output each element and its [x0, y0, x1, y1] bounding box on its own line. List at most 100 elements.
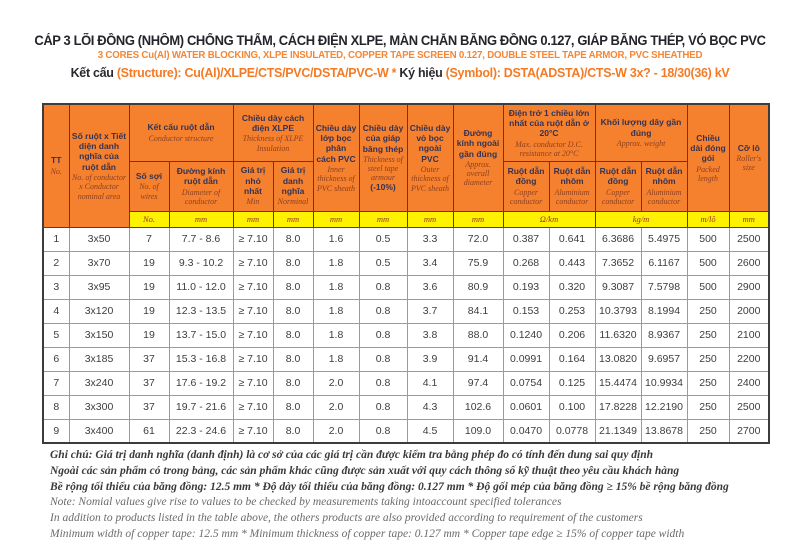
data-cell: 3	[42, 274, 70, 300]
conductor-area-label-vi: Số ruột x Tiết diện danh nghĩa của ruột …	[71, 130, 127, 172]
min-label-en: Min	[246, 197, 260, 207]
data-cell: 7.3652	[594, 250, 642, 276]
structure-value: (Structure): Cu(Al)/XLPE/CTS/PVC/DSTA/PV…	[116, 65, 400, 80]
data-cell: 9	[42, 418, 70, 444]
col-header-roller-size: Cỡ lô Roller's size	[728, 103, 770, 212]
data-cell: 15.3 - 16.8	[168, 346, 234, 372]
table-row: 9 3x400 61 22.3 - 24.6 ≥ 7.10 8.0 2.0 0.8 4.5 109…	[42, 418, 770, 444]
copper-label-en: Copper conductor	[601, 187, 635, 206]
data-cell: 0.641	[548, 226, 596, 252]
outer-pvc-label-vi: Chiều dày vỏ bọc ngoài PVC	[409, 122, 451, 164]
data-cell: 0.8	[358, 346, 408, 372]
data-cell: 2700	[728, 418, 770, 444]
data-cell: 19	[128, 322, 170, 348]
unit-cell: mm	[728, 210, 770, 228]
data-cell: 500	[686, 250, 730, 276]
data-cell: 8.0	[272, 298, 314, 324]
symbol-label: Ký hiệu	[399, 65, 446, 80]
data-cell: 8.0	[272, 370, 314, 396]
data-cell: 2.0	[312, 418, 360, 444]
note-vi: Bề rộng tối thiểu của băng đồng: 12.5 mm…	[50, 480, 729, 493]
data-cell: 0.1240	[502, 322, 550, 348]
data-cell: 0.153	[502, 298, 550, 324]
data-cell: 1.8	[312, 250, 360, 276]
unit-cell: Ω/km	[502, 210, 596, 228]
structure-symbol-line: Kết cấu (Structure): Cu(Al)/XLPE/CTS/PVC…	[16, 65, 784, 80]
col-header-outer-pvc: Chiều dày vỏ bọc ngoài PVC Outer thickne…	[406, 103, 454, 212]
packed-length-label-vi: Chiều dài đóng gói	[690, 132, 726, 164]
aluminium-label-en: Aluminium conductor	[646, 187, 682, 206]
data-cell: ≥ 7.10	[232, 250, 274, 276]
data-cell: 109.0	[452, 418, 504, 444]
data-cell: 8.0	[272, 346, 314, 372]
data-cell: ≥ 7.10	[232, 394, 274, 420]
data-cell: 6.1167	[640, 250, 688, 276]
data-cell: 21.1349	[594, 418, 642, 444]
data-cell: 0.443	[548, 250, 596, 276]
data-cell: 3x70	[68, 250, 130, 276]
data-cell: 3x50	[68, 226, 130, 252]
data-cell: 9.3087	[594, 274, 642, 300]
data-cell: ≥ 7.10	[232, 370, 274, 396]
data-cell: 0.5	[358, 226, 408, 252]
table-row: 1 3x50 7 7.7 - 8.6 ≥ 7.10 8.0 1.6 0.5 3.3 72.0 0.3…	[42, 226, 770, 252]
data-cell: 37	[128, 370, 170, 396]
col-header-packed-length: Chiều dài đóng gói Packed length	[686, 103, 730, 212]
data-cell: 12.2190	[640, 394, 688, 420]
data-cell: 1.8	[312, 298, 360, 324]
diameter-label-en: Diameter of conductor	[181, 187, 221, 206]
data-cell: 5	[42, 322, 70, 348]
data-cell: 10.3793	[594, 298, 642, 324]
data-cell: 72.0	[452, 226, 504, 252]
steel-tape-tolerance: (-10%)	[370, 182, 396, 193]
col-header-min: Giá trị nhỏ nhất Min	[232, 160, 274, 212]
data-cell: 3x400	[68, 418, 130, 444]
roller-size-label-en: Roller's size	[736, 154, 762, 173]
data-cell: 19.7 - 21.6	[168, 394, 234, 420]
data-cell: 250	[686, 370, 730, 396]
data-cell: 3.3	[406, 226, 454, 252]
weight-label-vi: Khối lượng dây gần đúng	[600, 117, 682, 138]
note-en: Note: Nomial values give rise to values …	[50, 496, 562, 509]
data-cell: ≥ 7.10	[232, 346, 274, 372]
data-cell: 13.8678	[640, 418, 688, 444]
unit-cell: mm	[406, 210, 454, 228]
symbol-value: (Symbol): DSTA(ADSTA)/CTS-W 3x? - 18/30(…	[445, 65, 730, 80]
data-cell: 22.3 - 24.6	[168, 418, 234, 444]
data-cell: 500	[686, 226, 730, 252]
data-cell: 102.6	[452, 394, 504, 420]
data-cell: 4.1	[406, 370, 454, 396]
data-cell: 3.6	[406, 274, 454, 300]
tt-label-vi: TT	[51, 155, 62, 166]
data-cell: 0.125	[548, 370, 596, 396]
data-cell: 9.6957	[640, 346, 688, 372]
data-cell: 8.0	[272, 322, 314, 348]
data-cell: 13.0820	[594, 346, 642, 372]
data-cell: 97.4	[452, 370, 504, 396]
data-cell: 2.0	[312, 370, 360, 396]
data-cell: 3.9	[406, 346, 454, 372]
data-cell: 0.164	[548, 346, 596, 372]
data-cell: 6.3686	[594, 226, 642, 252]
aluminium-label-en: Aluminium conductor	[554, 187, 590, 206]
data-cell: 19	[128, 250, 170, 276]
data-cell: 0.8	[358, 370, 408, 396]
data-cell: 6	[42, 346, 70, 372]
col-header-resistance-aluminium: Ruột dẫn nhôm Aluminium conductor	[548, 160, 596, 212]
data-cell: 0.100	[548, 394, 596, 420]
wires-label-en: No. of wires	[139, 182, 159, 201]
inner-pvc-label-vi: Chiều dày lớp bọc phân cách PVC	[315, 122, 357, 164]
data-cell: 0.0754	[502, 370, 550, 396]
outer-pvc-label-en: Outer thickness of PVC sheath	[411, 165, 450, 193]
data-cell: 0.8	[358, 322, 408, 348]
data-cell: 250	[686, 346, 730, 372]
data-cell: 15.4474	[594, 370, 642, 396]
note-en: In addition to products listed in the ta…	[50, 512, 643, 525]
diameter-label-vi: Đường kính ruột dẫn	[176, 165, 226, 187]
resistance-label-vi: Điện trở 1 chiều lớn nhất của ruột dẫn ở…	[508, 107, 590, 139]
xlpe-label-en: Thickness of XLPE Insulation	[242, 134, 304, 153]
tt-label-en: No.	[50, 166, 62, 176]
data-cell: 1.6	[312, 226, 360, 252]
roller-size-label-vi: Cỡ lô	[737, 142, 760, 153]
copper-label-vi: Ruột dẫn đồng	[507, 165, 545, 187]
